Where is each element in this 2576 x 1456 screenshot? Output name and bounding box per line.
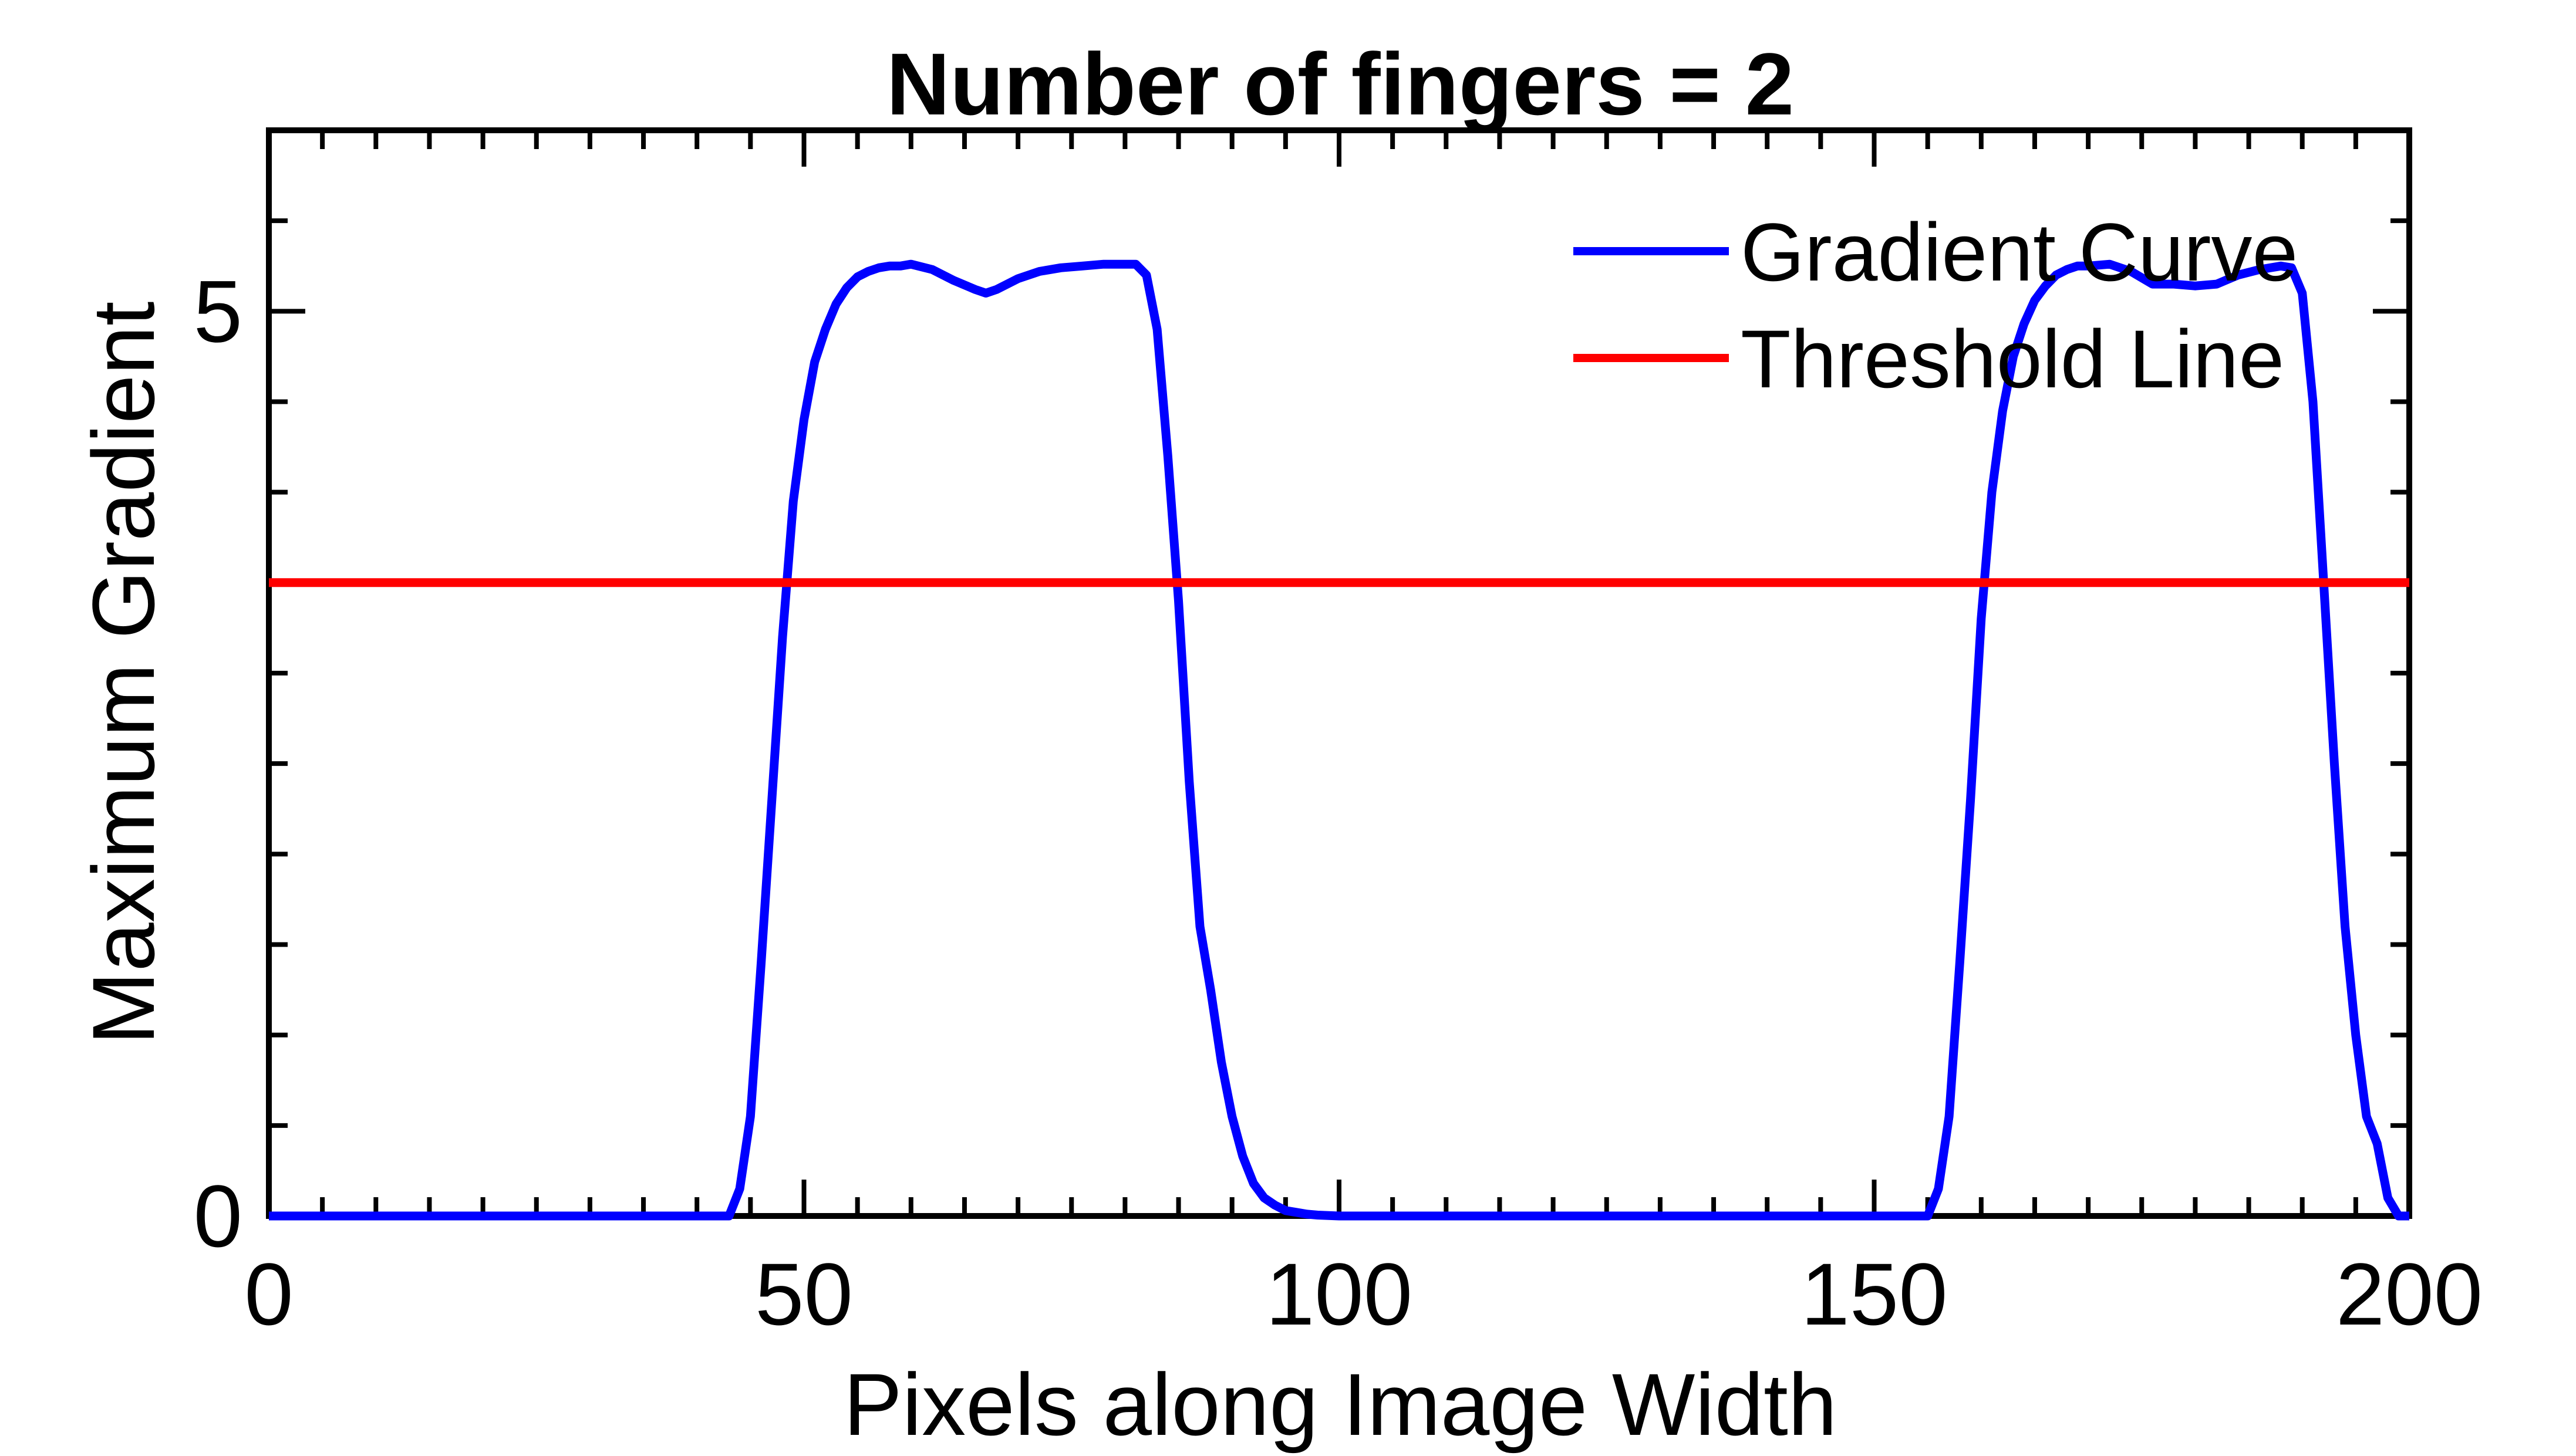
y-tick-label: 5 — [194, 262, 242, 360]
series-layer — [269, 259, 2409, 1221]
x-axis-label: Pixels along Image Width — [844, 1355, 1837, 1454]
legend-label-gradient-curve: Gradient Curve — [1741, 206, 2298, 298]
x-tick-label: 0 — [244, 1245, 293, 1343]
x-tick-label: 200 — [2336, 1245, 2483, 1343]
series-line-gradient-curve — [269, 259, 2409, 1221]
chart-title: Number of fingers = 2 — [886, 35, 1794, 133]
legend-label-threshold-line: Threshold Line — [1741, 313, 2284, 405]
y-axis-label: Maximum Gradient — [74, 301, 173, 1045]
x-tick-label: 50 — [755, 1245, 853, 1343]
x-tick-label: 150 — [1800, 1245, 1947, 1343]
major-ticks — [267, 130, 2412, 1218]
x-tick-labels: 0 50 100 150 200 — [244, 1245, 2483, 1343]
legend: Gradient Curve Threshold Line — [1573, 206, 2298, 405]
x-tick-label: 100 — [1266, 1245, 1412, 1343]
minor-ticks — [269, 128, 2409, 1216]
y-tick-labels: 05 — [194, 262, 242, 1265]
y-tick-label: 0 — [194, 1167, 242, 1265]
